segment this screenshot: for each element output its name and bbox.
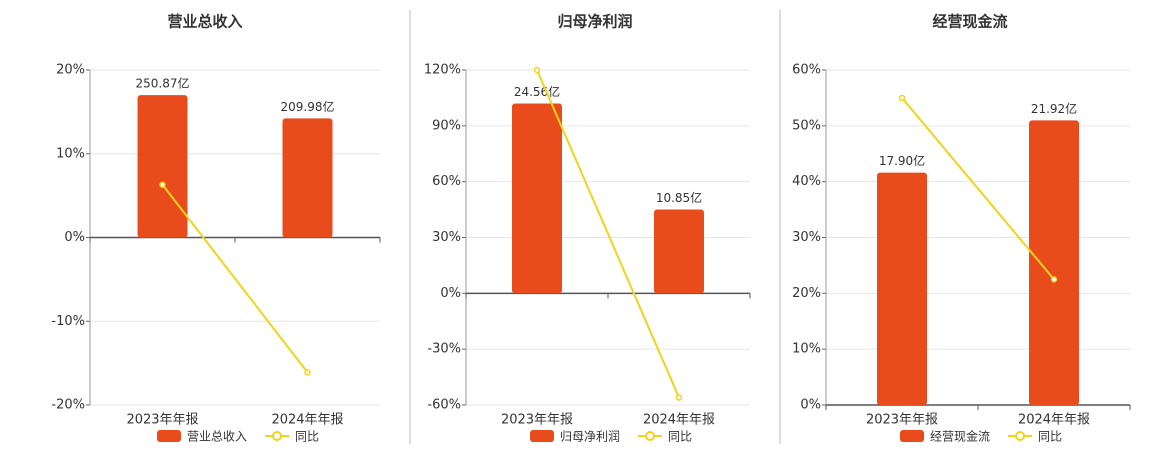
line bbox=[161, 184, 309, 373]
chart-title: 经营现金流 bbox=[932, 13, 1007, 31]
legend-swatch bbox=[157, 430, 181, 442]
y-tick-label: 90% bbox=[432, 118, 461, 133]
y-tick-label: 60% bbox=[432, 174, 461, 189]
legend-label: 同比 bbox=[1038, 430, 1062, 444]
x-tick-label: 2023年年报 bbox=[126, 413, 198, 428]
legend-swatch bbox=[900, 430, 924, 442]
bar bbox=[282, 118, 333, 238]
point bbox=[533, 66, 541, 74]
y-tick-label: 60% bbox=[792, 63, 821, 78]
legend-swatch bbox=[530, 430, 554, 442]
bar bbox=[1029, 120, 1079, 405]
line bbox=[901, 97, 1055, 281]
y-tick-label: 50% bbox=[792, 118, 821, 133]
chart-title: 归母净利润 bbox=[557, 13, 632, 31]
value-label: 24.56亿 bbox=[514, 84, 560, 99]
legend-label: 同比 bbox=[668, 430, 692, 444]
y-tick-label: 30% bbox=[792, 230, 821, 245]
y-tick-label: 0% bbox=[800, 398, 821, 413]
bar bbox=[137, 95, 188, 238]
y-tick-label: 20% bbox=[792, 286, 821, 301]
point bbox=[1050, 276, 1058, 283]
y-tick-label: -20% bbox=[51, 398, 85, 413]
legend-swatch bbox=[272, 431, 283, 441]
chart-title: 营业总收入 bbox=[167, 13, 242, 31]
x-tick-label: 2024年年报 bbox=[643, 413, 715, 428]
legend-swatch bbox=[1015, 431, 1026, 441]
y-tick-label: 40% bbox=[792, 174, 821, 189]
point bbox=[675, 394, 683, 401]
value-label: 209.98亿 bbox=[281, 99, 335, 114]
y-tick-label: 120% bbox=[424, 63, 461, 78]
value-label: 21.92亿 bbox=[1031, 101, 1077, 116]
y-tick-label: 0% bbox=[64, 230, 85, 245]
y-tick-label: 20% bbox=[56, 63, 85, 78]
bar bbox=[512, 103, 562, 294]
y-tick-label: 0% bbox=[440, 286, 461, 301]
y-tick-label: -60% bbox=[427, 398, 461, 413]
value-label: 10.85亿 bbox=[656, 190, 702, 205]
legend-label: 归母净利润 bbox=[560, 430, 620, 444]
legend-label: 同比 bbox=[295, 430, 319, 444]
legend-label: 营业总收入 bbox=[187, 430, 247, 444]
y-tick-label: -10% bbox=[51, 314, 85, 329]
bar bbox=[877, 172, 927, 405]
x-tick-label: 2024年年报 bbox=[1018, 413, 1090, 428]
y-tick-label: 10% bbox=[56, 146, 85, 161]
point bbox=[159, 181, 166, 188]
y-tick-label: -30% bbox=[427, 342, 461, 357]
value-label: 17.90亿 bbox=[879, 153, 925, 168]
y-tick-label: 10% bbox=[792, 342, 821, 357]
value-label: 250.87亿 bbox=[136, 76, 190, 91]
x-tick-label: 2023年年报 bbox=[866, 413, 938, 428]
point bbox=[898, 94, 906, 102]
bar bbox=[654, 209, 704, 294]
point bbox=[304, 369, 311, 376]
line bbox=[536, 69, 680, 398]
x-tick-label: 2023年年报 bbox=[501, 413, 573, 428]
legend-swatch bbox=[645, 431, 656, 441]
x-tick-label: 2024年年报 bbox=[271, 413, 343, 428]
y-tick-label: 30% bbox=[432, 230, 461, 245]
legend-label: 经营现金流 bbox=[930, 429, 990, 444]
